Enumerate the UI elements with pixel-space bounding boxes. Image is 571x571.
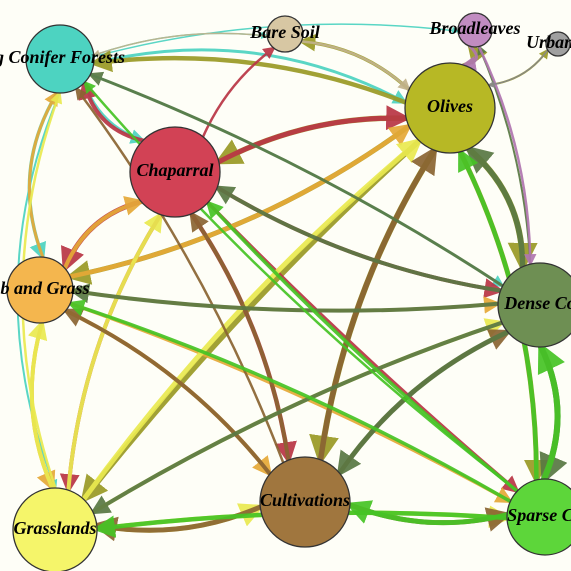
edge-cultiv-chaparral: [191, 214, 288, 460]
edge-broadleaves-denseco: [479, 47, 530, 265]
edge-grasslands-shrubgrass: [32, 323, 53, 488]
edge-chaparral-shrubgrass: [65, 202, 141, 269]
edge-urban-olives: [489, 50, 548, 85]
edge-shrubgrass-chaparral: [65, 202, 141, 269]
node-label-grasslands: Grasslands: [13, 518, 96, 538]
node-label-cultiv: Cultivations: [260, 490, 350, 510]
network-diagram: g Conifer Forests Bare Soil BroadleavesUrb…: [0, 0, 571, 571]
node-label-denseco: Dense Co: [503, 293, 571, 313]
edge-chaparral-denseco: [217, 187, 500, 290]
node-label-baresoil: Bare Soil: [249, 22, 320, 42]
edge-shrubgrass-conifer: [29, 93, 57, 257]
edge-denseco-olives: [469, 149, 523, 267]
edge-chaparral-sparseco: [208, 203, 517, 491]
edge-chaparral-olives: [219, 118, 406, 162]
edge-sparseco-chaparral: [208, 203, 517, 491]
node-label-sparseco: Sparse Co: [507, 505, 571, 525]
node-label-broadleaves: Broadleaves: [429, 18, 521, 38]
edge-olives-urban: [489, 50, 548, 85]
node-label-olives: Olives: [427, 96, 473, 116]
edge-denseco-broadleaves: [479, 47, 530, 265]
edge-chaparral-cultiv: [191, 214, 288, 460]
edge-sparseco-denseco: [541, 347, 558, 479]
node-label-shrubgrass: ub and Grass: [0, 278, 90, 298]
node-label-urban: Urban A: [526, 32, 571, 52]
node-label-chaparral: Chaparral: [136, 160, 213, 180]
edge-denseco-chaparral: [217, 187, 500, 290]
node-label-conifer: g Conifer Forests: [0, 47, 125, 67]
